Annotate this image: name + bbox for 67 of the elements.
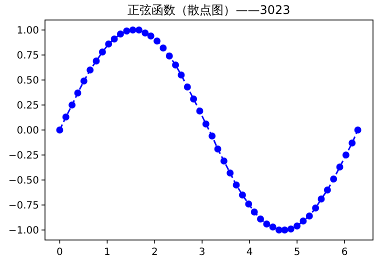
point bbox=[245, 200, 252, 208]
y-tick-label: −0.50 bbox=[8, 176, 39, 186]
point bbox=[178, 72, 185, 78]
point bbox=[306, 212, 313, 220]
point bbox=[287, 226, 294, 232]
point bbox=[281, 226, 288, 234]
point bbox=[318, 196, 325, 202]
y-tick-label: 0.00 bbox=[16, 126, 39, 136]
point bbox=[56, 126, 64, 134]
point bbox=[348, 140, 356, 146]
point bbox=[263, 220, 270, 228]
point bbox=[135, 26, 142, 34]
point bbox=[62, 114, 70, 120]
point bbox=[276, 226, 283, 234]
x-tick-label: 1 bbox=[104, 247, 110, 258]
point bbox=[98, 48, 106, 56]
point bbox=[214, 146, 222, 152]
x-tick-label: 5 bbox=[294, 247, 300, 258]
point bbox=[300, 218, 307, 224]
point bbox=[142, 30, 149, 36]
y-tick-label: −0.75 bbox=[8, 200, 39, 212]
x-tick-label: 0 bbox=[56, 247, 63, 258]
point bbox=[184, 84, 191, 90]
point bbox=[116, 30, 124, 38]
point bbox=[74, 90, 82, 96]
point bbox=[336, 164, 344, 170]
y-tick-label: 0.75 bbox=[16, 50, 39, 62]
y-tick-label: −0.25 bbox=[8, 150, 39, 162]
point bbox=[80, 78, 88, 84]
point bbox=[123, 28, 130, 34]
chart-title: 正弦函数（散点图）——3023 bbox=[128, 3, 290, 17]
point bbox=[190, 96, 198, 102]
point bbox=[232, 182, 240, 188]
x-tick-label: 4 bbox=[246, 247, 253, 258]
x-tick-label: 2 bbox=[151, 247, 158, 258]
point bbox=[238, 192, 246, 198]
point bbox=[160, 44, 167, 52]
point bbox=[226, 170, 234, 176]
point bbox=[154, 38, 161, 44]
point bbox=[92, 58, 100, 64]
point bbox=[105, 40, 112, 48]
point bbox=[110, 36, 118, 42]
point bbox=[324, 186, 331, 194]
point bbox=[269, 224, 276, 230]
point bbox=[294, 222, 301, 230]
point bbox=[147, 32, 154, 40]
point bbox=[172, 62, 180, 68]
x-tick-label: 6 bbox=[341, 247, 348, 258]
point bbox=[250, 208, 258, 216]
y-tick-label: −1.00 bbox=[8, 226, 39, 236]
y-tick-label: 1.00 bbox=[16, 26, 39, 36]
point bbox=[257, 216, 264, 222]
point bbox=[208, 132, 216, 140]
point bbox=[220, 158, 228, 164]
point bbox=[196, 108, 204, 114]
point bbox=[68, 102, 76, 108]
point bbox=[354, 126, 362, 134]
point bbox=[202, 120, 210, 128]
y-tick-label: 0.25 bbox=[16, 100, 39, 112]
point bbox=[330, 176, 338, 182]
point bbox=[166, 52, 173, 60]
point bbox=[129, 26, 136, 34]
x-tick-label: 3 bbox=[198, 247, 206, 258]
point bbox=[342, 152, 350, 158]
point bbox=[312, 204, 320, 212]
y-tick-label: 0.50 bbox=[16, 76, 39, 86]
point bbox=[86, 66, 94, 74]
